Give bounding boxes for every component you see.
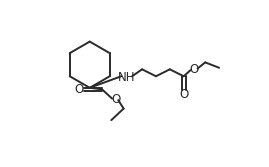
Text: O: O bbox=[74, 83, 84, 96]
Text: O: O bbox=[189, 63, 198, 76]
Text: O: O bbox=[111, 93, 121, 106]
Text: NH: NH bbox=[118, 70, 136, 84]
Text: O: O bbox=[179, 88, 188, 101]
